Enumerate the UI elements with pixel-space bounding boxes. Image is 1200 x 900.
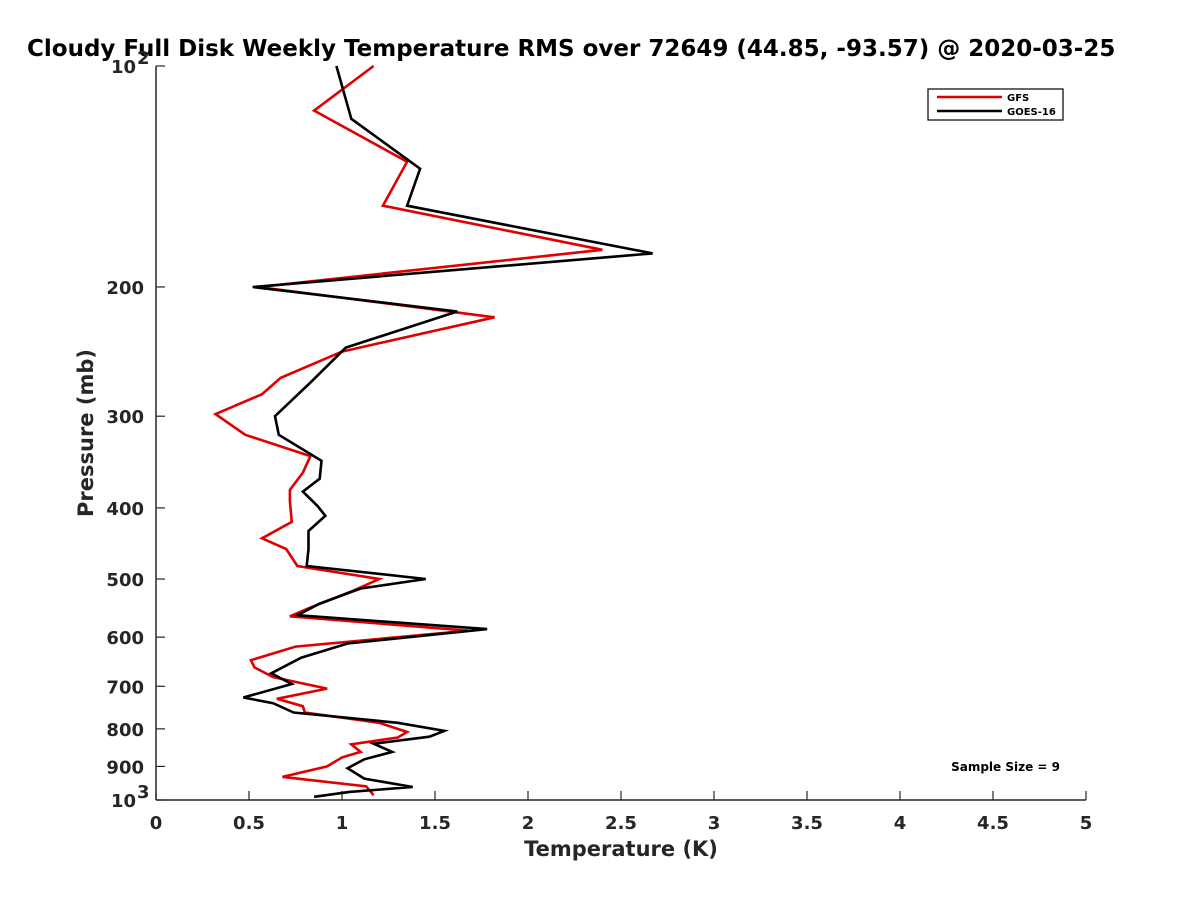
y-tick-label: 900	[106, 757, 144, 778]
y-tick-exponent: 3	[137, 782, 150, 803]
y-tick-label: 400	[106, 499, 144, 520]
legend: GFS GOES-16	[927, 88, 1064, 121]
sample-size-annotation: Sample Size = 9	[951, 760, 1060, 774]
x-tick-label: 0	[150, 813, 163, 834]
y-tick-label: 200	[106, 278, 144, 299]
x-tick-label: 2	[522, 813, 535, 834]
x-tick-label: 1	[336, 813, 349, 834]
plot-area	[155, 66, 1086, 801]
y-tick-label: 700	[106, 677, 144, 698]
y-tick-label: 800	[106, 720, 144, 741]
x-tick-label: 0.5	[233, 813, 265, 834]
x-tick-label: 5	[1080, 813, 1093, 834]
y-tick-label: 10	[111, 57, 136, 78]
y-axis-label: Pressure (mb)	[74, 349, 98, 517]
x-tick-label: 4.5	[977, 813, 1009, 834]
y-tick-exponent: 2	[137, 48, 150, 69]
x-ticks: 0 0.5 1 1.5 2 2.5 3 3.5 4 4.5 5	[150, 791, 1093, 834]
legend-label-goes-16: GOES-16	[1007, 107, 1056, 118]
legend-label-gfs: GFS	[1007, 93, 1029, 104]
x-tick-label: 1.5	[419, 813, 451, 834]
y-tick-label: 10	[111, 791, 136, 812]
series-line-goes-16	[243, 65, 653, 799]
x-tick-label: 2.5	[605, 813, 637, 834]
x-tick-label: 3	[708, 813, 721, 834]
y-tick-label: 600	[106, 628, 144, 649]
x-axis-label: Temperature (K)	[524, 837, 718, 861]
x-tick-label: 3.5	[791, 813, 823, 834]
series-layer	[212, 64, 653, 799]
y-tick-label: 300	[106, 407, 144, 428]
y-tick-label: 500	[106, 570, 144, 591]
legend-box	[927, 88, 1064, 121]
series-line-gfs	[212, 64, 603, 797]
chart-title: Cloudy Full Disk Weekly Temperature RMS …	[27, 36, 1115, 62]
x-tick-label: 4	[894, 813, 907, 834]
